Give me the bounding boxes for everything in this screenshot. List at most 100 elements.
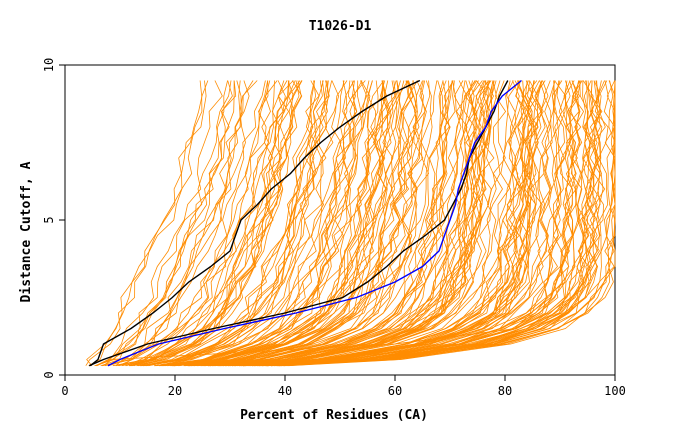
model-curve (169, 80, 368, 367)
model-curve (136, 80, 303, 367)
model-curve (217, 80, 491, 367)
model-curve (96, 80, 223, 367)
model-curve (225, 80, 489, 367)
model-curve (137, 80, 302, 367)
model-curve (140, 80, 328, 367)
model-curve (244, 80, 543, 367)
model-curve (100, 80, 237, 367)
model-curve (118, 80, 266, 367)
model-curve (174, 80, 384, 367)
black-series-line (88, 80, 509, 367)
model-curve (214, 80, 479, 367)
model-curve (130, 80, 301, 367)
model-curve (231, 80, 497, 367)
x-tick-label: 100 (604, 384, 626, 398)
orange-curves-bundle (85, 80, 616, 367)
model-curve (144, 80, 323, 367)
model-curve (211, 80, 453, 367)
x-tick-label: 20 (168, 384, 182, 398)
model-curve (112, 80, 269, 367)
blue-series-line (107, 79, 522, 367)
model-curve (214, 80, 475, 367)
model-curve (270, 80, 594, 367)
model-curve (118, 80, 269, 367)
model-curve (85, 80, 203, 366)
model-curve (121, 80, 294, 367)
model-curve (160, 80, 348, 367)
model-curve (243, 80, 545, 367)
model-curve (250, 80, 538, 367)
model-curve (229, 80, 507, 367)
model-curve (281, 80, 602, 367)
model-curve (193, 80, 420, 367)
model-curve (108, 80, 241, 367)
model-curve (217, 80, 491, 367)
model-curve (145, 80, 329, 367)
model-curve (220, 80, 494, 367)
model-curve (239, 80, 514, 367)
model-curve (233, 80, 520, 367)
model-curve (189, 80, 414, 367)
model-curve (197, 80, 425, 367)
model-curve (141, 80, 324, 367)
model-curve (187, 80, 405, 367)
x-tick-label: 0 (61, 384, 68, 398)
model-curve (172, 80, 396, 367)
model-curve (228, 80, 485, 367)
model-curve (183, 80, 401, 367)
model-curve (208, 80, 453, 367)
model-curve (278, 80, 595, 367)
model-curve (253, 80, 565, 367)
model-curve (288, 80, 616, 367)
model-curve (131, 80, 294, 367)
model-curve (129, 80, 303, 367)
model-curve (201, 80, 431, 367)
chart-title: T1026-D1 (309, 19, 372, 34)
model-curve (265, 80, 592, 367)
model-curve (191, 80, 409, 367)
model-curve (254, 80, 556, 367)
model-curve (283, 80, 609, 367)
model-curve (263, 80, 582, 367)
model-curve (256, 80, 553, 367)
model-curve (203, 80, 454, 367)
model-curve (130, 80, 285, 367)
model-curve (171, 80, 379, 367)
model-curve (244, 80, 534, 367)
model-curve (159, 80, 362, 367)
model-curve (164, 80, 366, 367)
model-curve (208, 80, 450, 367)
y-tick-label: 10 (42, 58, 56, 72)
model-curve (175, 80, 386, 367)
model-curve (239, 80, 535, 367)
model-curve (132, 80, 300, 367)
model-curve (167, 80, 385, 367)
model-curve (95, 80, 232, 367)
model-curve (189, 80, 417, 367)
model-curve (174, 80, 399, 367)
model-curve (159, 80, 355, 367)
model-curve (258, 80, 576, 367)
black-series-line (89, 79, 421, 367)
model-curve (267, 80, 573, 367)
model-curve (237, 80, 525, 367)
model-curve (254, 80, 556, 367)
model-curve (240, 80, 530, 367)
y-tick-label: 5 (42, 216, 56, 223)
y-tick-label: 0 (42, 371, 56, 378)
y-axis-label: Distance Cutoff, A (19, 161, 34, 302)
model-curve (115, 80, 254, 367)
model-curve (143, 80, 320, 367)
model-curve (225, 80, 506, 367)
model-curve (218, 80, 483, 367)
x-axis-label: Percent of Residues (CA) (240, 408, 428, 423)
model-curve (242, 80, 533, 367)
model-curve (163, 80, 358, 367)
model-curve (249, 80, 542, 367)
model-curve (95, 80, 233, 367)
model-curve (144, 80, 333, 367)
model-curve (128, 80, 286, 367)
model-curve (154, 80, 355, 367)
model-curve (161, 80, 373, 367)
